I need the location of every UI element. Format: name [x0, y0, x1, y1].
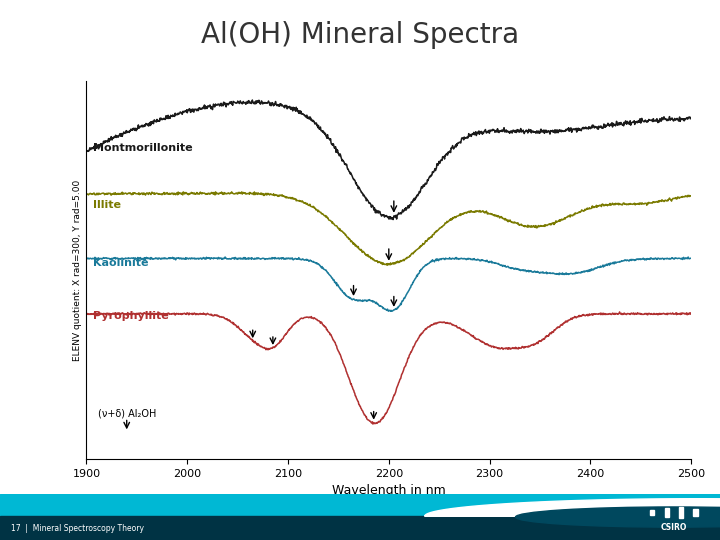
Y-axis label: ELENV quotient: X rad=300, Y rad=5.00: ELENV quotient: X rad=300, Y rad=5.00 — [73, 179, 82, 361]
X-axis label: Wavelength in nm: Wavelength in nm — [332, 484, 446, 497]
Text: CSIRO: CSIRO — [661, 523, 687, 532]
Circle shape — [516, 507, 720, 527]
Text: Pyrophyllite: Pyrophyllite — [94, 311, 169, 321]
Bar — [0, 494, 720, 516]
Bar — [0, 516, 720, 540]
Text: Kaolinite: Kaolinite — [94, 258, 149, 268]
Bar — [665, 508, 669, 517]
Bar — [679, 508, 683, 517]
Text: Montmorillonite: Montmorillonite — [94, 143, 193, 153]
Text: 17  |  Mineral Spectroscopy Theory: 17 | Mineral Spectroscopy Theory — [11, 524, 144, 533]
Text: Illite: Illite — [94, 200, 122, 211]
Text: Al(OH) Mineral Spectra: Al(OH) Mineral Spectra — [201, 21, 519, 49]
Polygon shape — [425, 499, 720, 516]
Bar — [650, 510, 654, 515]
Bar — [693, 509, 698, 516]
Text: (ν+δ) Al₂OH: (ν+δ) Al₂OH — [99, 408, 157, 418]
